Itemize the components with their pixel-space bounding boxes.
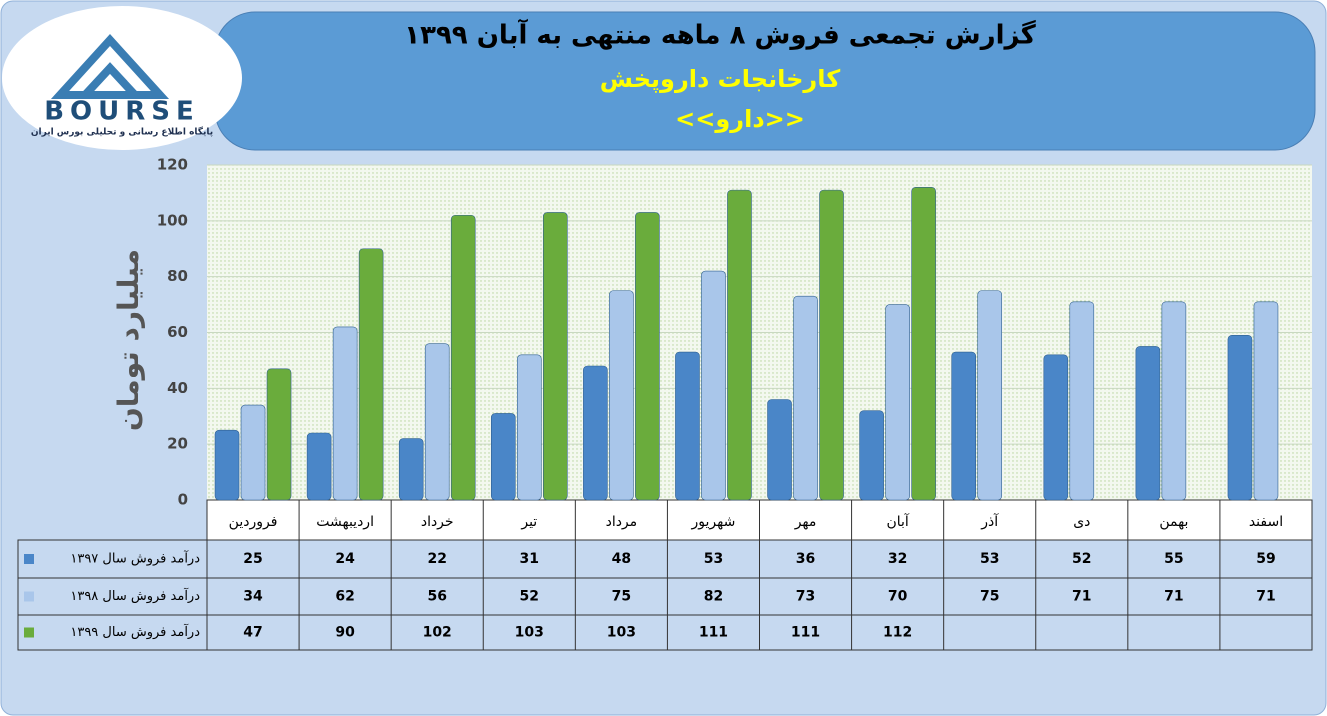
legend-swatch xyxy=(24,554,34,564)
x-tick-label: خرداد xyxy=(421,514,454,530)
y-tick-label: 60 xyxy=(167,323,188,341)
bar xyxy=(701,270,726,501)
table-value: 90 xyxy=(335,625,355,641)
y-tick-label: 0 xyxy=(178,491,188,509)
table-value: 36 xyxy=(796,551,815,567)
table-value: 53 xyxy=(704,551,723,567)
table-value: 48 xyxy=(612,551,631,567)
bar xyxy=(424,343,450,501)
table-value: 62 xyxy=(335,589,354,605)
table-value: 70 xyxy=(888,589,908,605)
x-tick-label: اسفند xyxy=(1249,514,1283,530)
bar xyxy=(1069,301,1095,501)
chart-title: گزارش تجمعی فروش ۸ ماهه منتهی به آبان ۱۳… xyxy=(404,19,1036,51)
bar xyxy=(859,410,884,501)
table-value: 75 xyxy=(612,589,631,605)
table-value: 102 xyxy=(423,625,452,641)
y-tick-label: 100 xyxy=(157,211,188,229)
x-tick-label: بهمن xyxy=(1159,514,1188,530)
bar xyxy=(542,212,568,501)
bar xyxy=(240,404,266,501)
bar xyxy=(398,438,424,501)
legend-label: درآمد فروش سال ۱۳۹۹ xyxy=(70,623,200,640)
table-value: 103 xyxy=(607,625,636,641)
x-tick-label: تیر xyxy=(520,514,537,530)
x-tick-label: مهر xyxy=(794,514,817,530)
table-value: 111 xyxy=(699,625,728,641)
table-value: 73 xyxy=(796,589,815,605)
y-tick-label: 40 xyxy=(167,379,188,397)
logo-brand: BOURSE xyxy=(44,97,200,127)
legend-swatch xyxy=(24,627,34,638)
table-value: 24 xyxy=(335,551,355,567)
y-tick-label: 120 xyxy=(157,156,188,174)
table-value: 22 xyxy=(427,551,446,567)
table-bg xyxy=(17,539,1313,651)
legend-swatch xyxy=(24,591,34,602)
bar xyxy=(977,290,1003,501)
bar xyxy=(793,295,818,501)
bar xyxy=(609,290,634,501)
table-value: 56 xyxy=(427,589,446,605)
table-value: 59 xyxy=(1256,551,1275,567)
bar xyxy=(583,365,608,501)
y-tick-label: 20 xyxy=(167,435,188,453)
bar xyxy=(516,354,542,501)
table-value: 71 xyxy=(1164,589,1183,605)
table-value: 52 xyxy=(1072,551,1091,567)
bar xyxy=(1043,354,1069,501)
bar xyxy=(1135,346,1161,501)
table-value: 55 xyxy=(1164,551,1183,567)
bar xyxy=(1253,301,1279,501)
table-value: 31 xyxy=(520,551,539,567)
table-value: 32 xyxy=(888,551,907,567)
bar xyxy=(1227,334,1253,501)
bar xyxy=(214,429,240,501)
table-value: 112 xyxy=(883,625,912,641)
chart-subtitle: کارخانجات داروپخش xyxy=(600,65,840,93)
table-value: 47 xyxy=(243,625,262,641)
bar xyxy=(1161,301,1187,501)
bar xyxy=(358,248,384,501)
table-value: 75 xyxy=(980,589,999,605)
table-value: 82 xyxy=(704,589,723,605)
bar xyxy=(911,187,936,501)
bar xyxy=(675,351,700,501)
bar xyxy=(490,413,516,501)
y-tick-label: 80 xyxy=(167,267,188,285)
bar xyxy=(450,214,476,501)
table-value: 111 xyxy=(791,625,820,641)
bar xyxy=(635,212,660,501)
x-tick-label: دی xyxy=(1073,514,1090,530)
table-value: 25 xyxy=(243,551,262,567)
table-value: 53 xyxy=(980,551,999,567)
table-value: 52 xyxy=(520,589,539,605)
x-tick-label: فروردین xyxy=(229,514,278,530)
bar xyxy=(767,399,792,501)
x-tick-label: آذر xyxy=(980,513,999,530)
legend-label: درآمد فروش سال ۱۳۹۸ xyxy=(70,587,200,604)
logo-mark xyxy=(50,34,170,99)
bar xyxy=(727,189,752,501)
table-value: 71 xyxy=(1256,589,1275,605)
table-value: 34 xyxy=(243,589,263,605)
bar xyxy=(306,432,332,501)
chart-annotation: <<دارو>> xyxy=(675,105,805,133)
bar xyxy=(819,189,844,501)
x-tick-label: مرداد xyxy=(606,514,638,530)
bar xyxy=(332,326,358,501)
table-value: 103 xyxy=(515,625,544,641)
x-tick-label: آبان xyxy=(886,513,909,530)
bar xyxy=(266,368,292,501)
y-axis-label: میلیارد تومان xyxy=(112,249,145,431)
bar xyxy=(885,304,910,501)
x-tick-label: اردیبهشت xyxy=(316,514,374,530)
x-tick-label: شهریور xyxy=(691,514,736,530)
legend-label: درآمد فروش سال ۱۳۹۷ xyxy=(70,550,200,567)
table-value: 71 xyxy=(1072,589,1091,605)
bar xyxy=(951,351,977,501)
logo-tagline: پایگاه اطلاع رسانی و تحلیلی بورس ایران xyxy=(31,126,213,138)
